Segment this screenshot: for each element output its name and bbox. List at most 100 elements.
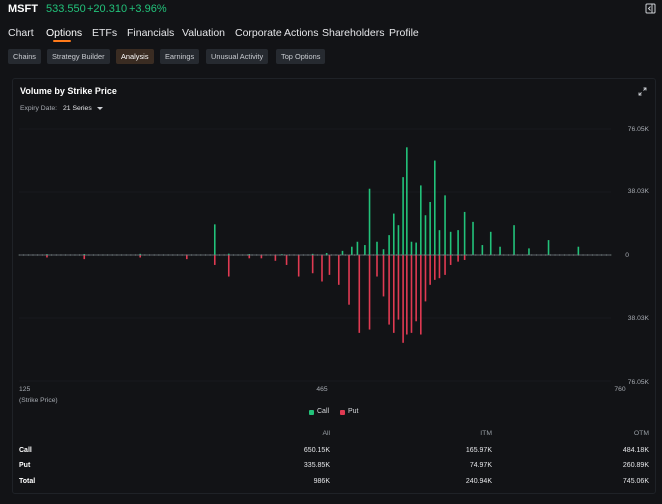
put-volume-bar[interactable] [433,255,436,280]
nav-corporate-actions[interactable]: Corporate Actions [235,27,319,39]
put-volume-bar[interactable] [297,255,300,277]
subtab-chains[interactable]: Chains [8,49,42,64]
put-volume-bar[interactable] [402,255,404,343]
call-volume-bar[interactable] [311,253,314,255]
call-volume-bar[interactable] [457,230,459,255]
put-volume-bar[interactable] [348,255,350,305]
put-volume-bar[interactable] [368,255,371,330]
put-volume-bar[interactable] [83,255,86,260]
put-volume-bar[interactable] [358,255,361,333]
call-volume-bar[interactable] [376,241,378,255]
put-volume-bar[interactable] [260,255,263,259]
call-volume-bar[interactable] [341,250,344,255]
put-volume-bar[interactable] [382,255,385,297]
put-volume-bar[interactable] [328,255,331,275]
call-volume-bar[interactable] [281,254,283,255]
chevron-down-icon[interactable] [97,107,103,110]
call-volume-bar[interactable] [513,225,515,255]
call-volume-bar[interactable] [489,231,492,255]
put-volume-bar[interactable] [321,255,323,282]
put-volume-bar[interactable] [337,255,340,285]
call-volume-bar[interactable] [368,188,371,255]
call-volume-bar[interactable] [46,254,48,255]
put-volume-bar[interactable] [424,255,427,302]
call-volume-bar[interactable] [356,241,359,255]
call-volume-bar[interactable] [415,242,417,255]
put-volume-bar[interactable] [248,255,251,259]
call-volume-bar[interactable] [547,240,550,255]
call-volume-bar[interactable] [139,253,141,255]
put-volume-bar[interactable] [444,255,446,275]
call-volume-bar[interactable] [248,254,251,255]
put-volume-bar[interactable] [274,255,277,261]
call-volume-bar[interactable] [420,185,422,255]
nav-etfs[interactable]: ETFs [92,27,118,39]
put-volume-bar[interactable] [415,255,417,322]
put-volume-bar[interactable] [285,255,288,265]
put-volume-bar[interactable] [311,255,314,274]
put-volume-bar[interactable] [213,255,216,265]
call-volume-bar[interactable] [351,246,353,255]
nav-options[interactable]: Options [46,27,83,39]
put-volume-bar[interactable] [429,255,431,285]
call-volume-bar[interactable] [392,213,395,255]
expand-icon[interactable] [638,87,647,96]
put-volume-bar[interactable] [449,255,452,265]
call-volume-bar[interactable] [397,225,400,255]
call-volume-bar[interactable] [402,177,404,255]
subtab-earnings[interactable]: Earnings [160,49,200,64]
subtab-analysis[interactable]: Analysis [116,49,154,64]
call-volume-bar[interactable] [213,224,216,255]
call-legend-label[interactable]: Call [317,408,330,415]
call-volume-bar[interactable] [364,245,366,255]
put-legend-label[interactable]: Put [348,408,359,415]
call-volume-bar[interactable] [481,245,484,255]
call-volume-bar[interactable] [444,195,446,255]
call-volume-bar[interactable] [449,231,452,255]
put-volume-bar[interactable] [438,255,441,279]
price-change-percent: +3.96% [129,3,167,15]
nav-shareholders[interactable]: Shareholders [322,27,385,39]
call-volume-bar[interactable] [227,253,230,255]
call-volume-bar[interactable] [499,246,501,255]
put-volume-bar[interactable] [463,255,466,260]
call-volume-bar[interactable] [388,235,390,255]
call-volume-bar[interactable] [406,147,408,255]
expiry-date-select[interactable]: 21 Series [63,105,92,112]
put-volume-bar[interactable] [392,255,395,333]
put-volume-bar[interactable] [46,255,48,258]
subtab-strategy-builder[interactable]: Strategy Builder [47,49,110,64]
call-volume-bar[interactable] [410,241,413,255]
put-volume-bar[interactable] [376,255,378,277]
call-volume-bar[interactable] [382,249,385,255]
put-volume-bar[interactable] [457,255,459,262]
call-volume-bar[interactable] [472,221,474,255]
put-volume-bar[interactable] [388,255,390,325]
call-volume-bar[interactable] [438,230,441,255]
nav-valuation[interactable]: Valuation [182,27,226,39]
put-volume-bar[interactable] [406,255,408,335]
nav-profile[interactable]: Profile [389,27,419,39]
call-volume-bar[interactable] [424,215,427,255]
subtab-unusual-activity[interactable]: Unusual Activity [206,49,269,64]
nav-financials[interactable]: Financials [127,27,175,39]
call-volume-bar[interactable] [433,160,436,255]
call-volume-bar[interactable] [463,211,466,255]
put-volume-bar[interactable] [420,255,422,335]
call-volume-bar[interactable] [325,253,328,255]
subtab-top-options[interactable]: Top Options [276,49,326,64]
call-legend-swatch[interactable] [309,410,314,415]
exit-icon[interactable] [645,3,656,14]
call-volume-bar[interactable] [429,201,431,255]
put-volume-bar[interactable] [397,255,400,320]
call-volume-bar[interactable] [83,254,86,255]
put-volume-bar[interactable] [139,255,141,258]
call-volume-bar[interactable] [528,248,530,255]
put-volume-bar[interactable] [186,255,188,260]
x-tick-label: 465 [316,386,327,393]
put-volume-bar[interactable] [227,255,230,277]
put-volume-bar[interactable] [410,255,413,333]
call-volume-bar[interactable] [577,246,580,255]
nav-chart[interactable]: Chart [8,27,34,39]
put-legend-swatch[interactable] [340,410,345,415]
